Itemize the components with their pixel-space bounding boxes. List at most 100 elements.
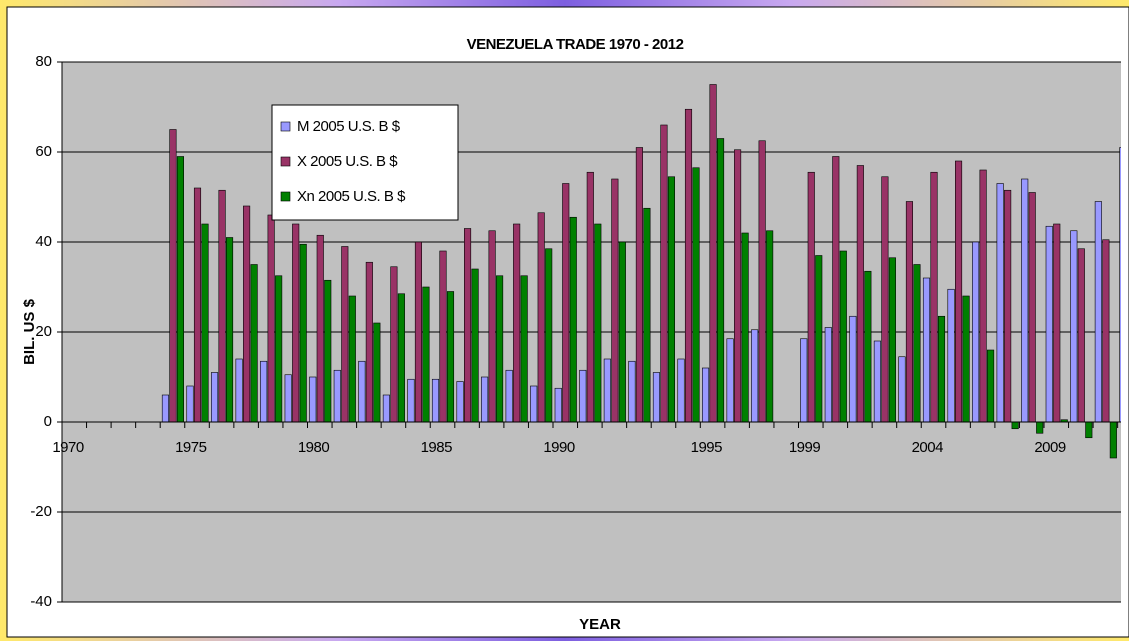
bar xyxy=(201,223,209,423)
bar xyxy=(758,140,766,423)
bar xyxy=(463,228,472,423)
bar xyxy=(667,176,676,423)
bar xyxy=(864,270,872,423)
bar xyxy=(1036,421,1044,434)
legend-swatch xyxy=(280,121,291,132)
bar xyxy=(275,275,283,423)
bar xyxy=(913,264,921,423)
bar xyxy=(898,356,906,423)
bar xyxy=(488,230,496,423)
bar xyxy=(856,165,864,423)
bar xyxy=(594,223,602,423)
bar xyxy=(292,223,300,423)
bar xyxy=(481,376,489,423)
bar xyxy=(505,369,513,423)
bar xyxy=(169,129,177,423)
legend: M 2005 U.S. B $ X 2005 U.S. B $ Xn 2005 U.… xyxy=(271,104,459,221)
y-tick-label: 20 xyxy=(35,323,52,340)
plot xyxy=(62,61,1121,603)
bar xyxy=(348,295,356,423)
bar xyxy=(873,340,881,423)
bar xyxy=(333,369,341,423)
bar xyxy=(456,381,464,423)
bar xyxy=(962,295,970,423)
y-tick-label: 80 xyxy=(35,53,52,70)
bar xyxy=(839,250,847,423)
legend-swatch xyxy=(280,191,291,202)
bar xyxy=(652,372,661,423)
bar xyxy=(611,178,619,423)
bar xyxy=(1070,230,1078,423)
bar xyxy=(677,358,685,423)
bar xyxy=(979,169,987,423)
bar xyxy=(726,338,734,423)
bar xyxy=(905,201,914,423)
bar xyxy=(1045,225,1053,423)
bar xyxy=(471,268,479,423)
bar xyxy=(186,385,194,423)
bar xyxy=(660,124,668,423)
bar xyxy=(972,241,980,423)
bar xyxy=(569,216,577,423)
bar xyxy=(1028,192,1036,423)
bar xyxy=(309,376,317,423)
bar xyxy=(766,230,774,423)
bar xyxy=(260,360,268,423)
bar xyxy=(193,187,202,423)
bar xyxy=(513,223,521,423)
bar xyxy=(692,167,700,423)
legend-box xyxy=(271,104,459,221)
bar xyxy=(1077,248,1085,423)
bar xyxy=(628,360,636,423)
bar xyxy=(618,241,626,423)
x-tick-label: 1995 xyxy=(691,439,723,456)
bar xyxy=(1021,178,1029,423)
x-tick-label: 1980 xyxy=(298,439,330,456)
bar xyxy=(431,378,440,423)
bar xyxy=(446,291,455,423)
x-axis-label: YEAR xyxy=(579,616,621,633)
bar xyxy=(358,360,366,423)
bar xyxy=(250,264,258,423)
y-tick-label: 40 xyxy=(35,233,52,250)
bar xyxy=(530,385,538,423)
bar xyxy=(579,369,587,423)
bar xyxy=(824,327,832,423)
bar xyxy=(226,237,234,423)
bar xyxy=(603,358,611,423)
bar xyxy=(439,250,447,423)
bar xyxy=(373,322,381,423)
bar xyxy=(161,394,169,423)
bar xyxy=(299,243,307,423)
bar xyxy=(800,338,808,423)
bar xyxy=(888,257,896,423)
bar xyxy=(554,387,562,423)
bar xyxy=(414,241,423,423)
x-tick-label: 1985 xyxy=(421,439,453,456)
x-tick-label: 1975 xyxy=(175,439,207,456)
bar xyxy=(881,176,889,423)
bar xyxy=(1119,147,1121,423)
bar xyxy=(218,189,226,423)
bar xyxy=(267,214,275,423)
bar xyxy=(365,261,373,423)
bar xyxy=(284,374,292,423)
legend-label: M 2005 U.S. B $ xyxy=(297,118,401,135)
x-tick-label: 2009 xyxy=(1034,439,1066,456)
bar xyxy=(741,232,749,423)
x-tick-label: 1970 xyxy=(52,439,84,456)
bar xyxy=(751,329,759,423)
y-tick-label: -40 xyxy=(30,593,52,610)
bar xyxy=(316,234,324,423)
bar xyxy=(520,275,528,423)
bar xyxy=(734,149,742,423)
bar xyxy=(1011,421,1019,430)
bar xyxy=(562,183,570,423)
axes: -40 -20 0 20 40 60 80 1970 1975 1980 1985 1990 1995 1… xyxy=(30,53,1121,610)
bar xyxy=(807,171,815,423)
bar xyxy=(235,358,243,423)
bar xyxy=(243,205,251,423)
bar xyxy=(407,378,415,423)
